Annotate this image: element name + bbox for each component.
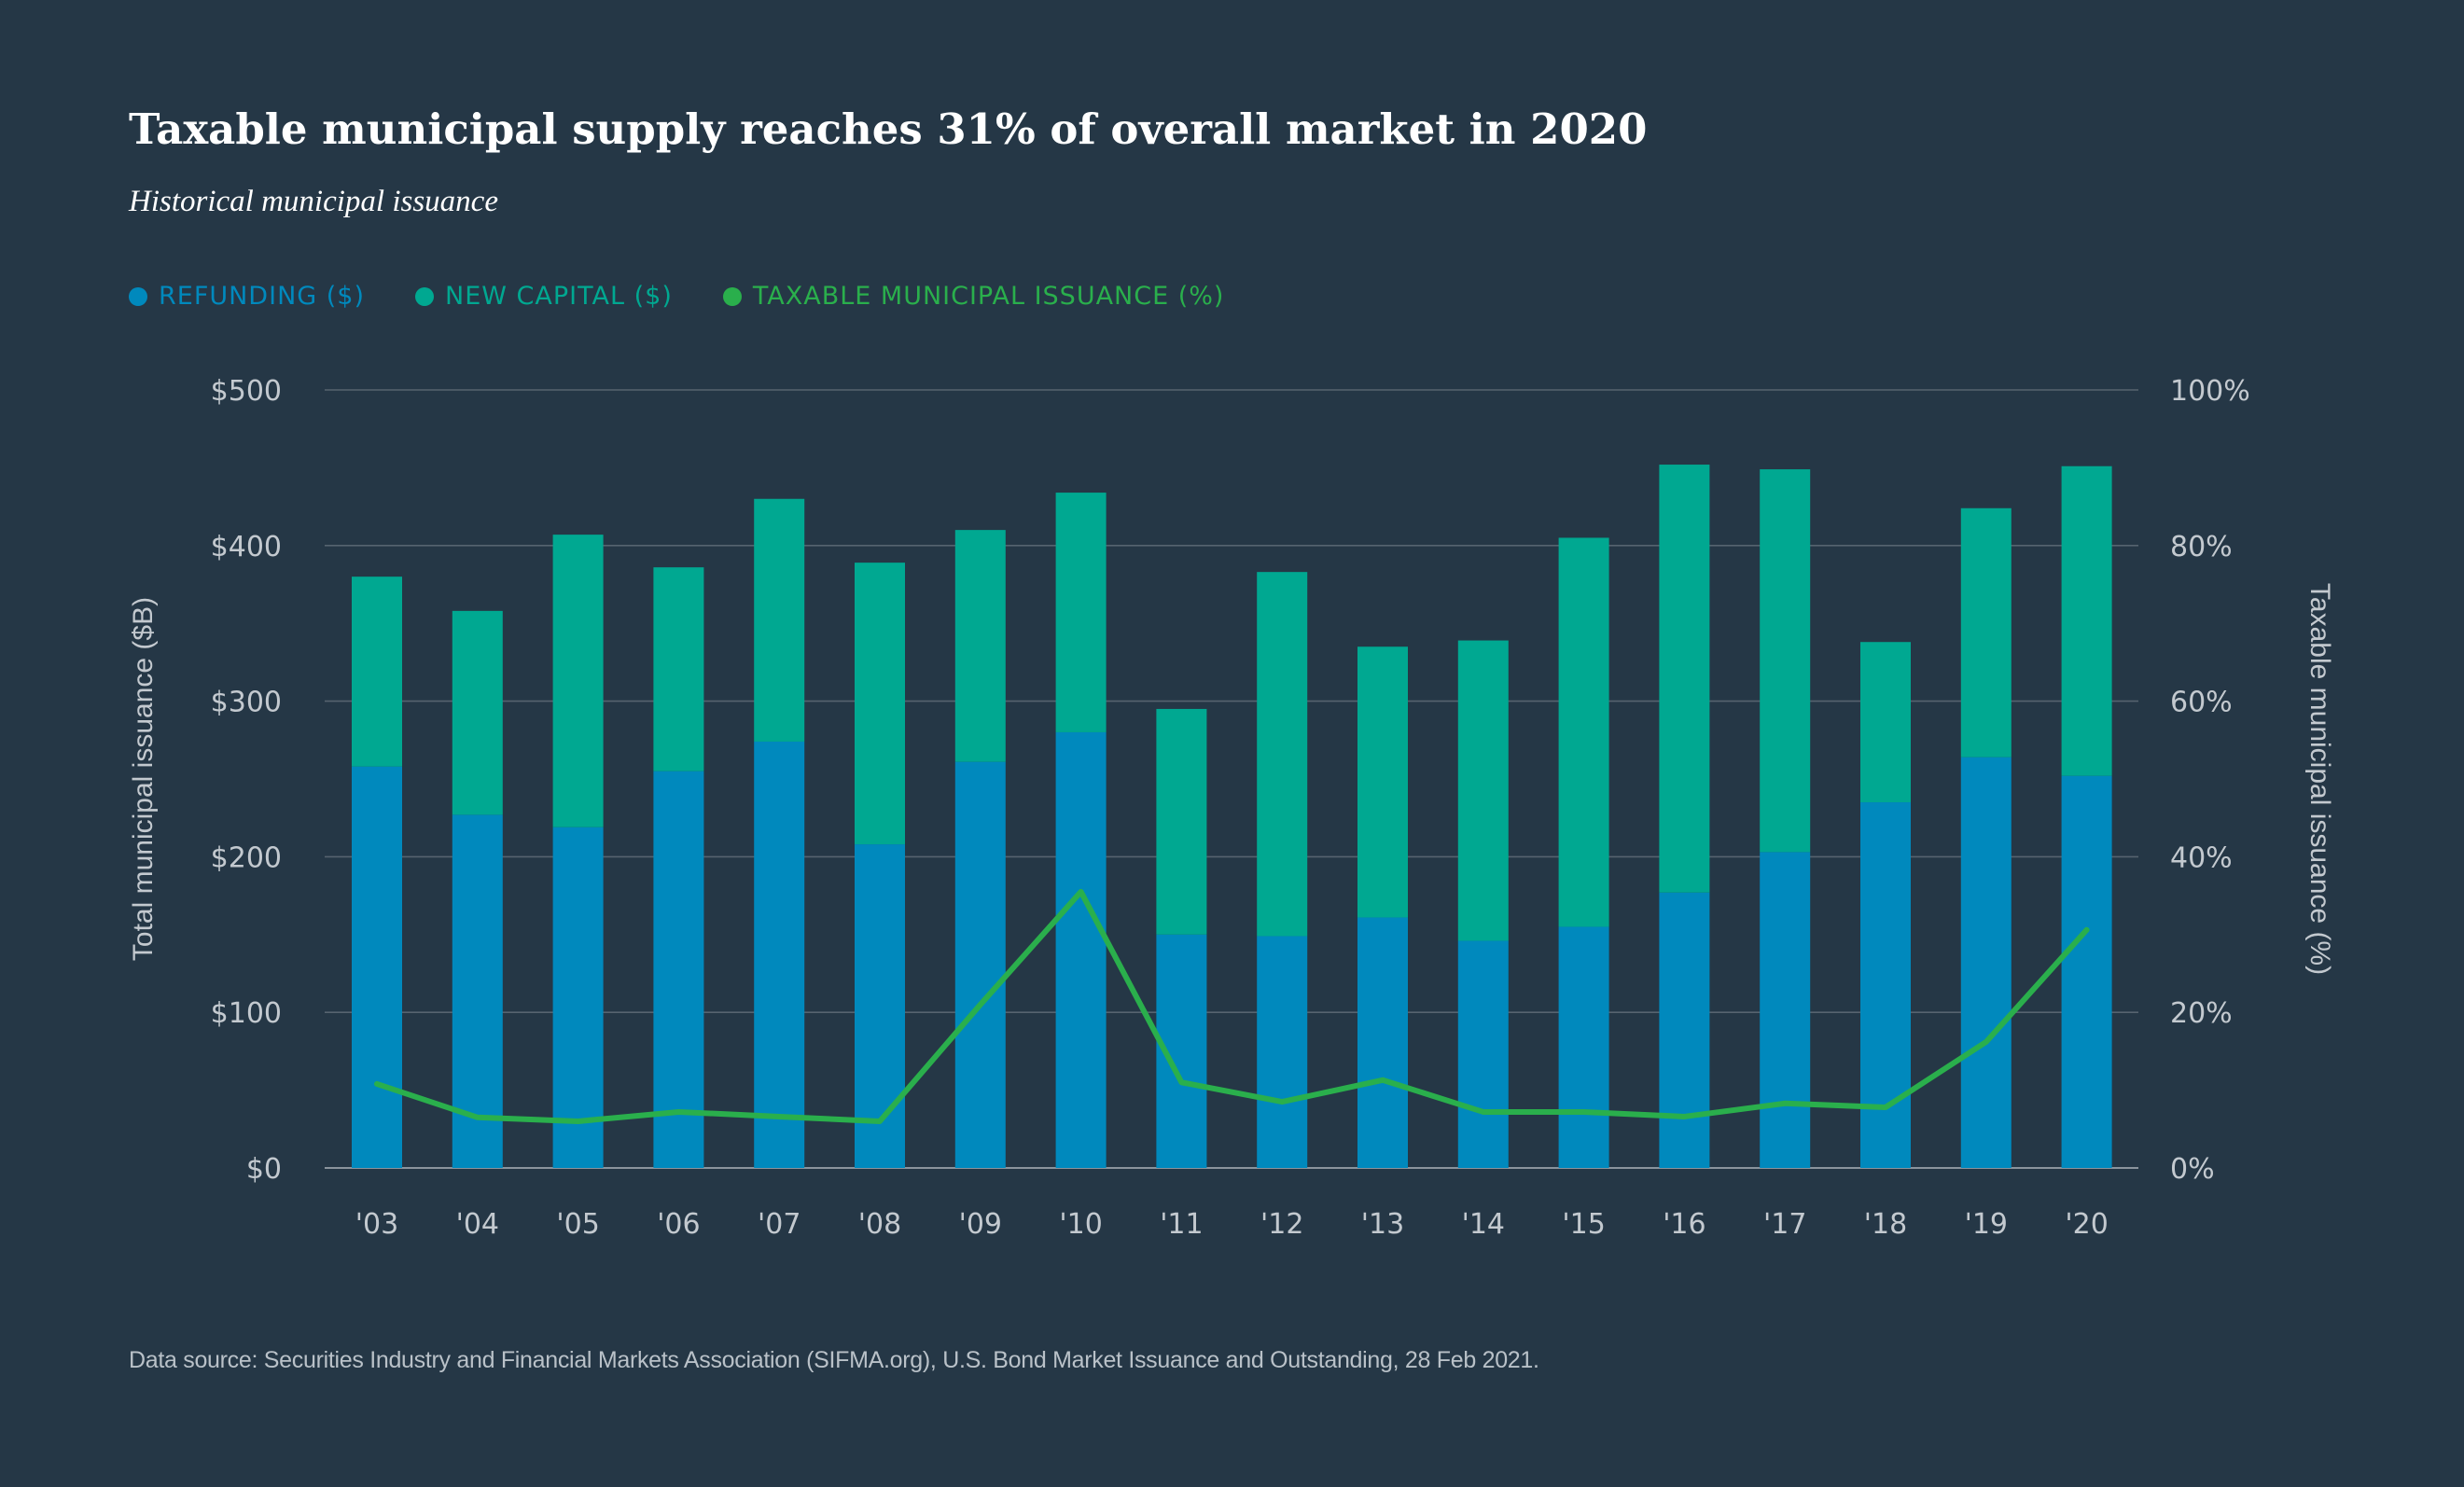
x-tick-label: '15 bbox=[1562, 1208, 1605, 1241]
x-tick-label: '17 bbox=[1763, 1208, 1806, 1241]
x-tick-label: '05 bbox=[556, 1208, 599, 1241]
bars bbox=[352, 465, 2112, 1168]
axes: $0 $100 $200 $300 $400 $500 0% 20% 40% 60% 80% 100%… bbox=[128, 375, 2335, 1241]
refunding-dot-icon bbox=[129, 286, 147, 306]
series-line-taxable bbox=[374, 888, 2090, 1124]
x-tick-label: '06 bbox=[657, 1208, 700, 1241]
x-tick-label: '18 bbox=[1864, 1208, 1907, 1241]
y2-tick-label: 0% bbox=[2170, 1153, 2215, 1186]
bar-new-capital bbox=[1860, 642, 1911, 803]
bar-new-capital bbox=[1960, 507, 2012, 757]
x-tick-label: '19 bbox=[1965, 1208, 2008, 1241]
x-tick-label: '08 bbox=[858, 1208, 901, 1241]
legend-item-new-capital: NEW CAPITAL ($) bbox=[415, 282, 673, 311]
y-tick-label: $200 bbox=[211, 841, 282, 874]
bar-new-capital bbox=[1257, 572, 1308, 937]
x-tick-label: '03 bbox=[355, 1208, 398, 1241]
legend-label-new-capital: NEW CAPITAL ($) bbox=[445, 282, 673, 311]
bar-refunding bbox=[754, 741, 805, 1168]
grid-lines bbox=[325, 389, 2138, 1169]
bar-refunding bbox=[1558, 926, 1609, 1168]
bar-refunding bbox=[1357, 917, 1408, 1168]
bar-new-capital bbox=[954, 530, 1006, 762]
chart-title: Taxable municipal supply reaches 31% of … bbox=[129, 104, 1648, 154]
bar-new-capital bbox=[1659, 465, 1710, 893]
x-tick-label: '14 bbox=[1462, 1208, 1505, 1241]
legend-label-refunding: REFUNDING ($) bbox=[159, 282, 366, 311]
legend: REFUNDING ($) NEW CAPITAL ($) TAXABLE MU… bbox=[129, 282, 1274, 311]
bar-new-capital bbox=[2061, 466, 2112, 776]
legend-item-refunding: REFUNDING ($) bbox=[129, 282, 365, 311]
x-tick-label: '07 bbox=[758, 1208, 800, 1241]
y-tick-label: $0 bbox=[246, 1153, 282, 1186]
bar-refunding bbox=[954, 761, 1006, 1168]
bar-new-capital bbox=[855, 563, 905, 845]
legend-label-taxable: TAXABLE MUNICIPAL ISSUANCE (%) bbox=[752, 282, 1225, 311]
bar-refunding bbox=[1257, 936, 1308, 1168]
bar-new-capital bbox=[1156, 708, 1207, 935]
x-tick-label: '20 bbox=[2065, 1208, 2108, 1241]
taxable-dot-icon bbox=[722, 286, 742, 306]
bar-new-capital bbox=[1457, 640, 1509, 941]
y2-tick-label: 60% bbox=[2170, 687, 2233, 719]
bar-new-capital bbox=[1558, 537, 1609, 927]
y-tick-label: $400 bbox=[211, 531, 282, 563]
bar-new-capital bbox=[1357, 646, 1408, 918]
y2-axis-title: Taxable municipal issuance (%) bbox=[2304, 583, 2335, 975]
taxable-line bbox=[374, 888, 2090, 1124]
x-tick-label: '11 bbox=[1160, 1208, 1203, 1241]
legend-item-taxable: TAXABLE MUNICIPAL ISSUANCE (%) bbox=[722, 282, 1225, 311]
bar-refunding bbox=[1960, 757, 2012, 1168]
x-tick-label: '12 bbox=[1260, 1208, 1303, 1241]
bar-new-capital bbox=[1055, 493, 1107, 732]
bar-new-capital bbox=[452, 610, 503, 815]
x-tick-label: '09 bbox=[959, 1208, 1002, 1241]
bar-refunding bbox=[1055, 731, 1107, 1168]
bar-refunding bbox=[1760, 852, 1811, 1168]
bar-refunding bbox=[2061, 775, 2112, 1168]
bar-refunding bbox=[1659, 892, 1710, 1168]
y-axis-title: Total municipal issuance ($B) bbox=[128, 597, 159, 961]
x-tick-label: '04 bbox=[456, 1208, 499, 1241]
bar-refunding bbox=[1860, 802, 1911, 1168]
bar-refunding bbox=[653, 771, 704, 1168]
y2-tick-label: 100% bbox=[2170, 375, 2250, 408]
x-tick-label: '13 bbox=[1361, 1208, 1404, 1241]
y2-tick-label: 20% bbox=[2170, 997, 2233, 1030]
bar-refunding bbox=[552, 827, 604, 1168]
chart-subtitle: Historical municipal issuance bbox=[129, 185, 498, 218]
bar-new-capital bbox=[754, 498, 805, 742]
x-tick-label: '16 bbox=[1663, 1208, 1705, 1241]
bar-new-capital bbox=[1760, 469, 1811, 853]
y-tick-label: $500 bbox=[211, 375, 282, 408]
y-tick-label: $300 bbox=[211, 687, 282, 719]
y-tick-label: $100 bbox=[211, 997, 282, 1030]
bar-refunding bbox=[352, 766, 402, 1168]
bar-new-capital bbox=[653, 567, 704, 771]
new-capital-dot-icon bbox=[415, 286, 435, 306]
data-source-note: Data source: Securities Industry and Fin… bbox=[129, 1347, 1539, 1373]
bar-new-capital bbox=[352, 577, 402, 767]
bar-refunding bbox=[855, 844, 905, 1168]
x-tick-label: '10 bbox=[1059, 1208, 1102, 1241]
y2-tick-label: 80% bbox=[2170, 531, 2233, 563]
y2-tick-label: 40% bbox=[2170, 841, 2233, 874]
bar-refunding bbox=[1457, 940, 1509, 1168]
bar-new-capital bbox=[552, 535, 604, 827]
